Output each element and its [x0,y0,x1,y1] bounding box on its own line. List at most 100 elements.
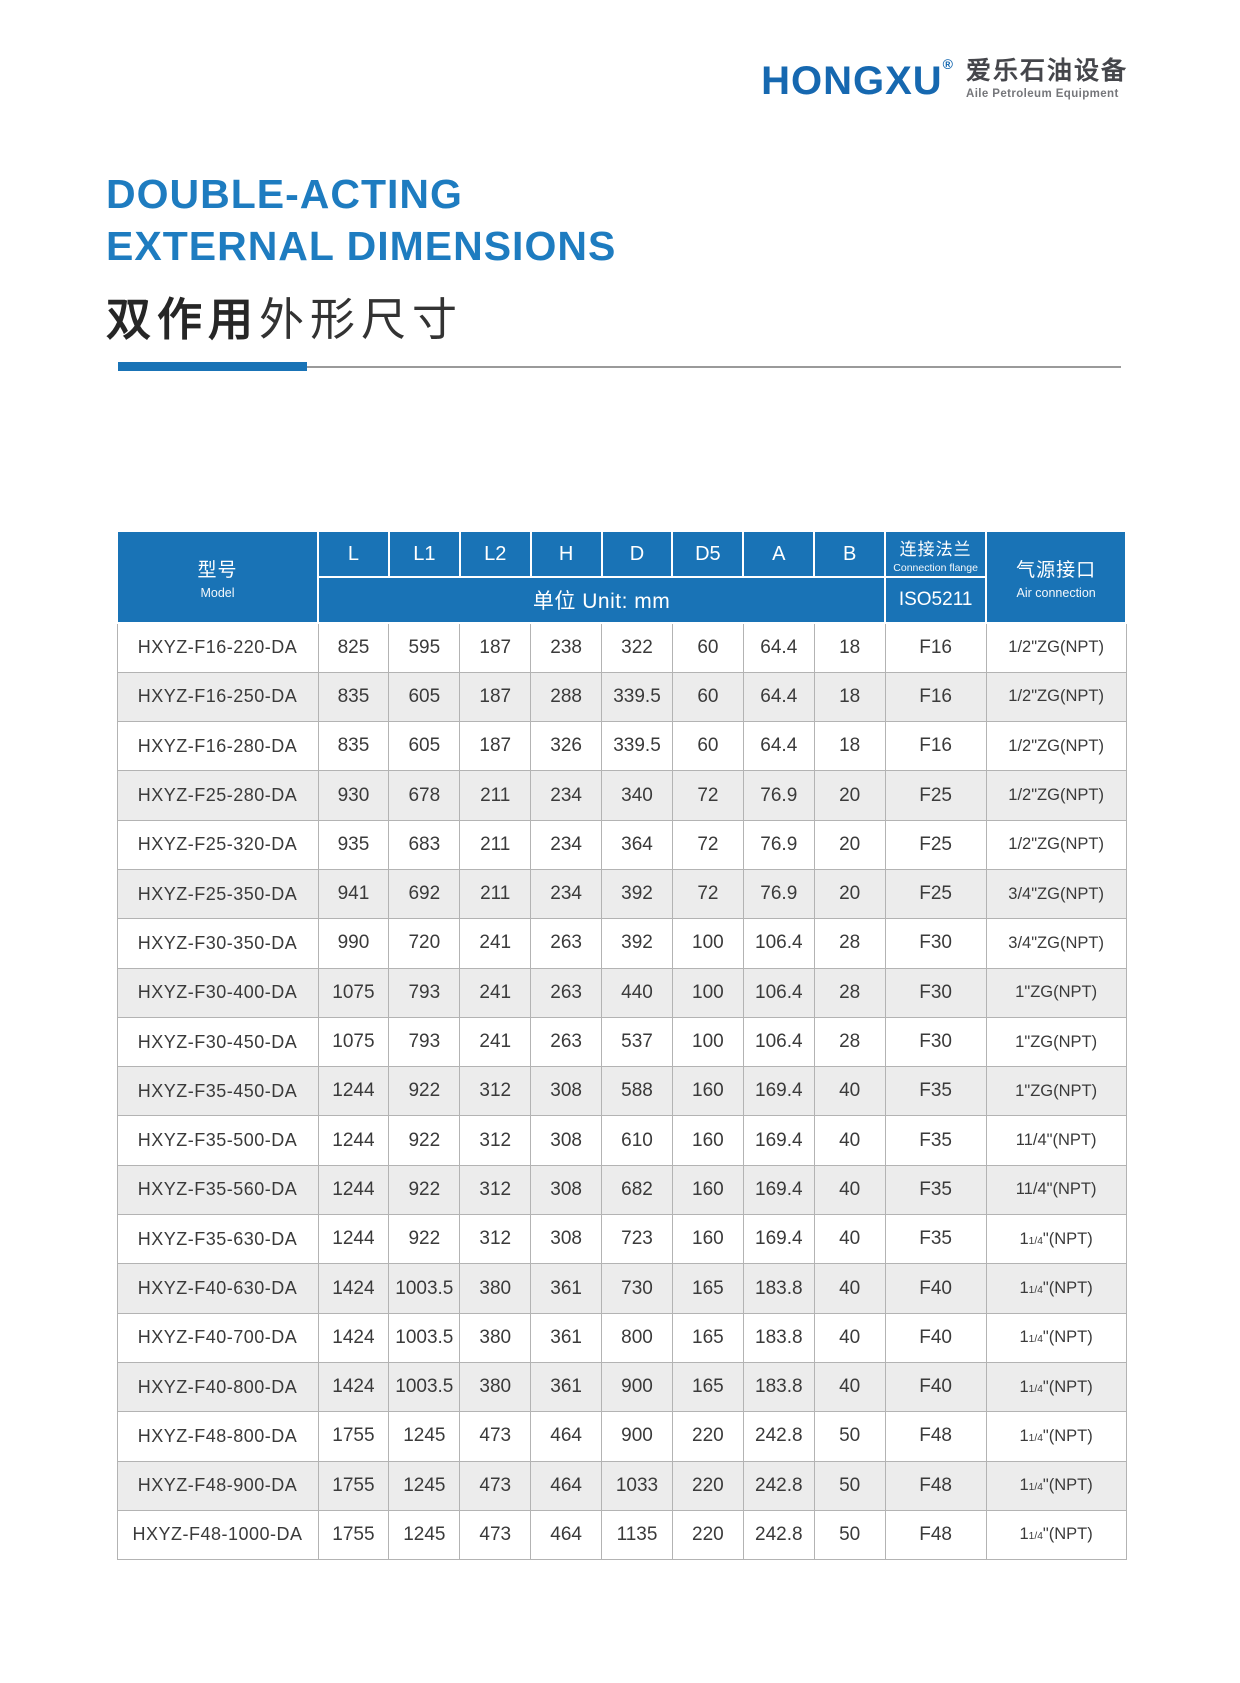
cell-model: HXYZ-F40-630-DA [116,1263,319,1314]
cell-dimension: 263 [530,1016,603,1068]
cell-dimension: 64.4 [742,622,815,673]
table-row: HXYZ-F40-700-DA 1424 1003.5 380 361 800 165 183… [116,1312,1127,1363]
cell-model: HXYZ-F35-630-DA [116,1214,319,1265]
header-flange-en: Connection flange [893,561,978,574]
cell-model: HXYZ-F16-220-DA [116,622,319,673]
header-model-en: Model [200,585,235,600]
header-dim-L1: L1 [387,530,461,578]
cell-air-connection: 11/4"(NPT) [985,1214,1127,1265]
section-divider [118,362,1121,371]
cell-model: HXYZ-F30-450-DA [116,1016,319,1068]
table-body: HXYZ-F16-220-DA 825 595 187 238 322 60 64.4 18 F1… [116,622,1127,1561]
cell-dimension: 793 [388,1016,461,1068]
cell-flange: F40 [884,1312,987,1363]
cell-air-connection: 11/4"(NPT) [985,1411,1127,1462]
cell-air-connection: 11/4"(NPT) [985,1460,1127,1511]
cell-dimension: 1424 [317,1361,390,1413]
cell-dimension: 160 [671,1164,744,1216]
header-dim-L2: L2 [458,530,532,578]
cell-dimension: 20 [813,770,886,821]
cell-dimension: 935 [317,819,390,870]
cell-dimension: 160 [671,1115,744,1166]
cell-dimension: 242.8 [742,1509,815,1561]
cell-dimension: 211 [459,819,532,870]
cell-dimension: 326 [530,721,603,772]
cell-dimension: 20 [813,819,886,870]
title-line-1: DOUBLE-ACTING [106,171,463,217]
cell-flange: F40 [884,1361,987,1413]
cell-dimension: 40 [813,1066,886,1117]
cell-flange: F35 [884,1214,987,1265]
cell-dimension: 76.9 [742,868,815,920]
cell-flange: F48 [884,1411,987,1462]
cell-dimension: 220 [671,1460,744,1511]
cell-dimension: 187 [459,671,532,723]
cell-dimension: 40 [813,1214,886,1265]
cell-dimension: 76.9 [742,819,815,870]
cell-dimension: 241 [459,967,532,1018]
cell-air-connection: 1"ZG(NPT) [985,1016,1127,1068]
cell-dimension: 1755 [317,1509,390,1561]
table-row: HXYZ-F40-800-DA 1424 1003.5 380 361 900 165 183… [116,1361,1127,1413]
cell-dimension: 76.9 [742,770,815,821]
cell-dimension: 40 [813,1164,886,1216]
cell-dimension: 1755 [317,1411,390,1462]
cell-dimension: 18 [813,721,886,772]
cell-dimension: 312 [459,1066,532,1117]
fraction-text: 1/4 [1028,1334,1043,1346]
cell-dimension: 72 [671,819,744,870]
cell-dimension: 610 [601,1115,673,1166]
cell-dimension: 263 [530,918,603,969]
cell-flange: F30 [884,967,987,1018]
cell-flange: F48 [884,1509,987,1561]
logo-brand-name: HONGXU [761,59,943,104]
dimensions-table: 型号 Model L L1 L2 H D D5 A B 连接法兰 Connect… [116,530,1128,1561]
cell-dimension: 165 [671,1361,744,1413]
cell-dimension: 380 [459,1312,532,1363]
cell-dimension: 312 [459,1115,532,1166]
cell-flange: F35 [884,1115,987,1166]
cell-air-connection: 11/4"(NPT) [985,1115,1127,1166]
cell-dimension: 18 [813,622,886,673]
cell-model: HXYZ-F16-250-DA [116,671,319,723]
fraction-text: 1/4 [1028,1482,1043,1494]
cell-flange: F35 [884,1066,987,1117]
cell-flange: F30 [884,1016,987,1068]
cell-model: HXYZ-F25-280-DA [116,770,319,821]
cell-air-connection: 11/4"(NPT) [985,1509,1127,1561]
table-row: HXYZ-F25-280-DA 930 678 211 234 340 72 76.9 20 F2… [116,770,1127,821]
cell-dimension: 312 [459,1164,532,1216]
cell-dimension: 50 [813,1460,886,1511]
cell-dimension: 28 [813,967,886,1018]
page-title: DOUBLE-ACTING EXTERNAL DIMENSIONS 双作用外形尺… [106,168,616,348]
cell-dimension: 800 [601,1312,673,1363]
cell-dimension: 160 [671,1214,744,1265]
cell-dimension: 106.4 [742,1016,815,1068]
table-row: HXYZ-F30-450-DA 1075 793 241 263 537 100 106.4 2… [116,1016,1127,1068]
cell-model: HXYZ-F30-350-DA [116,918,319,969]
cell-dimension: 72 [671,868,744,920]
cell-dimension: 165 [671,1312,744,1363]
cell-air-connection: 11/4"(NPT) [985,1361,1127,1413]
cell-dimension: 1245 [388,1460,461,1511]
cell-dimension: 183.8 [742,1263,815,1314]
cell-dimension: 238 [530,622,603,673]
cell-air-connection: 11/4"(NPT) [985,1263,1127,1314]
cell-dimension: 990 [317,918,390,969]
cell-model: HXYZ-F48-900-DA [116,1460,319,1511]
cell-model: HXYZ-F16-280-DA [116,721,319,772]
cell-dimension: 464 [530,1411,603,1462]
company-logo: HONGXU ® 爱乐石油设备 Aile Petroleum Equipment [761,57,1128,104]
cell-dimension: 692 [388,868,461,920]
header-air-en: Air connection [1016,585,1096,600]
cell-dimension: 242.8 [742,1460,815,1511]
cell-air-connection: 1/2"ZG(NPT) [985,819,1127,870]
cell-dimension: 241 [459,918,532,969]
cell-air-connection: 1/2"ZG(NPT) [985,622,1127,673]
cell-dimension: 18 [813,671,886,723]
cell-dimension: 835 [317,721,390,772]
cell-dimension: 392 [601,918,673,969]
cell-model: HXYZ-F35-560-DA [116,1164,319,1216]
cell-dimension: 605 [388,671,461,723]
